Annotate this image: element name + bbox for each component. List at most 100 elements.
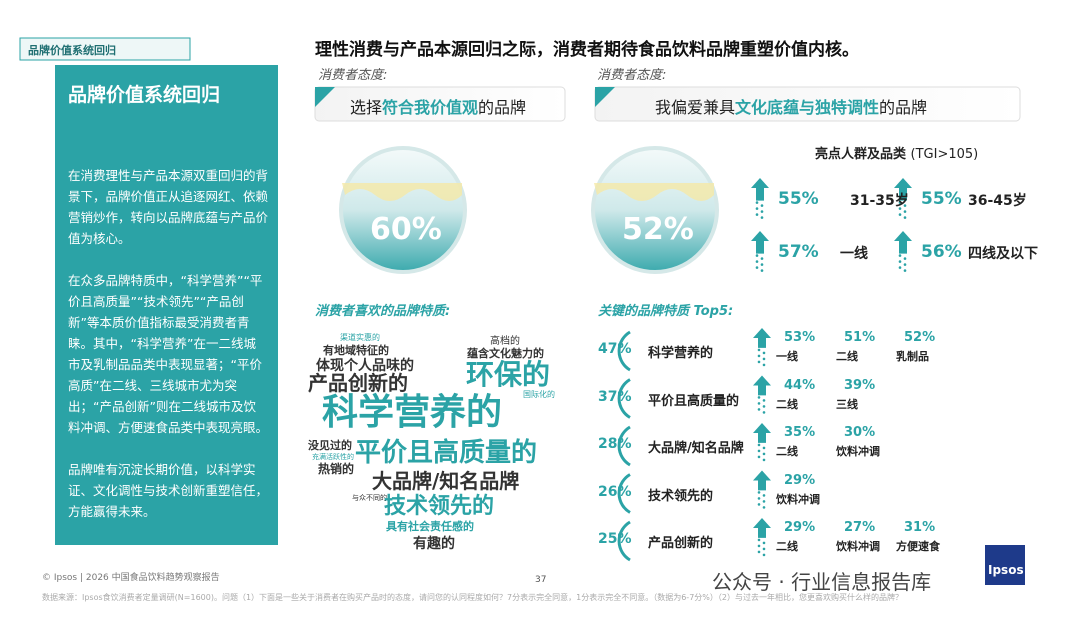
- row-percent: 26%: [598, 483, 632, 500]
- statement: 我偏爱兼具文化底蕴与独特调性的品牌: [655, 94, 927, 118]
- ball: [339, 146, 467, 274]
- row-label: 产品创新的: [648, 536, 714, 551]
- sub-label: 饮料冲调: [776, 492, 820, 506]
- word: 有趣的: [413, 536, 455, 552]
- sub-label: 乳制品: [896, 350, 929, 363]
- dot: [755, 266, 759, 269]
- dot: [757, 550, 761, 554]
- arrow: [753, 423, 771, 443]
- dot: [762, 399, 766, 402]
- statement-part: 符合我价值观: [382, 98, 479, 117]
- dot: [903, 269, 907, 272]
- word: 充满活跃性的: [312, 453, 354, 461]
- sidebar-title: 品牌价值系统回归: [68, 84, 221, 106]
- dot: [757, 402, 761, 405]
- bracket: [617, 520, 631, 562]
- dot: [903, 216, 907, 219]
- row-percent: 37%: [598, 388, 632, 405]
- sidebar-text: 在消费理性与产品本源双重回归的背景下，品牌价值正从追逐网红、依赖营销炒作，转向以…: [68, 165, 268, 543]
- dot: [757, 455, 761, 459]
- arrow: [894, 178, 912, 201]
- arrow: [753, 328, 771, 348]
- arrow: [751, 231, 769, 254]
- arrow: [753, 375, 771, 396]
- sub-label: 二线: [776, 445, 798, 458]
- highlight-title-text: 亮点人群及品类: [815, 147, 907, 162]
- dot: [762, 547, 766, 551]
- sub-label: 二线: [776, 540, 798, 553]
- dot: [757, 544, 761, 548]
- bracket: [617, 330, 631, 372]
- sub-label: 饮料冲调: [836, 445, 880, 458]
- word: 高档的: [490, 336, 520, 347]
- dot: [762, 553, 766, 557]
- dot: [762, 506, 766, 509]
- statement-part: 我偏爱兼具: [655, 98, 736, 117]
- dot: [898, 266, 902, 269]
- bracket: [617, 473, 631, 514]
- dot: [757, 348, 761, 352]
- dot: [757, 538, 761, 542]
- word: 国际化的: [523, 390, 555, 399]
- dot: [762, 357, 766, 361]
- row-label: 科学营养的: [648, 346, 714, 361]
- word: 具有社会责任感的: [386, 520, 474, 533]
- dot: [757, 497, 761, 500]
- row-label: 技术领先的: [648, 488, 714, 504]
- dot: [762, 452, 766, 456]
- sub-label: 二线: [776, 397, 798, 411]
- percent: 52%: [622, 212, 694, 247]
- dot: [762, 541, 766, 545]
- statement-part: 文化底蕴与独特调性: [735, 98, 880, 117]
- word: 科学营养的: [322, 392, 503, 433]
- row-label: 平价且高质量的: [648, 393, 740, 409]
- page-number: 37: [535, 575, 547, 585]
- source: 数据来源：Ipsos食饮消费者定量调研(N=1600)。问题（1）下面是一些关于…: [42, 593, 903, 602]
- sub-value: 30%: [844, 425, 876, 440]
- paragraph: 品牌唯有沉淀长期价值，以科学实证、文化调性与技术创新重塑信任，方能赢得未来。: [68, 462, 269, 519]
- row-percent: 47%: [598, 341, 632, 357]
- word: 蕴含文化魅力的: [467, 347, 544, 360]
- dot: [898, 213, 902, 216]
- sidebar-bg: [55, 65, 278, 545]
- logo-box: [985, 545, 1025, 585]
- sub-value: 29%: [784, 472, 816, 488]
- word: 热销的: [318, 462, 355, 476]
- arrow: [751, 178, 769, 201]
- sub-value: 52%: [904, 330, 936, 345]
- word: 大品牌/知名品牌: [372, 469, 520, 493]
- corner: [595, 87, 615, 107]
- headline: 理性消费与产品本源回归之际，消费者期待食品饮料品牌重塑价值内核。: [315, 40, 859, 60]
- dot: [757, 396, 761, 399]
- dot: [757, 449, 761, 453]
- sub-label: 方便速食: [896, 540, 940, 553]
- dot: [760, 204, 764, 207]
- dot: [762, 351, 766, 355]
- percent: 60%: [370, 212, 442, 247]
- dot: [760, 216, 764, 219]
- dot: [757, 408, 761, 411]
- dot: [757, 503, 761, 506]
- statement-part: 的品牌: [879, 98, 928, 117]
- dot: [760, 210, 764, 213]
- word: 体现个人品味的: [316, 358, 414, 374]
- sub-value: 35%: [784, 425, 816, 440]
- word: 产品创新的: [308, 371, 408, 395]
- logo: Ipsos: [988, 563, 1024, 577]
- arrow: [894, 231, 912, 254]
- dot: [755, 254, 759, 257]
- corner: [315, 87, 335, 107]
- attitude-label: 消费者态度:: [597, 68, 667, 83]
- row-percent: 25%: [598, 531, 632, 547]
- highlight-note: (TGI>105): [910, 147, 979, 162]
- dot: [762, 494, 766, 497]
- dot: [757, 360, 761, 364]
- copyright: © Ipsos | 2026 中国食品饮料趋势观察报告: [42, 573, 220, 583]
- highlight-value: 57%: [778, 242, 819, 262]
- sub-label: 一线: [776, 350, 798, 363]
- highlight-label: 四线及以下: [968, 246, 1038, 262]
- dot: [755, 207, 759, 210]
- dot: [903, 263, 907, 266]
